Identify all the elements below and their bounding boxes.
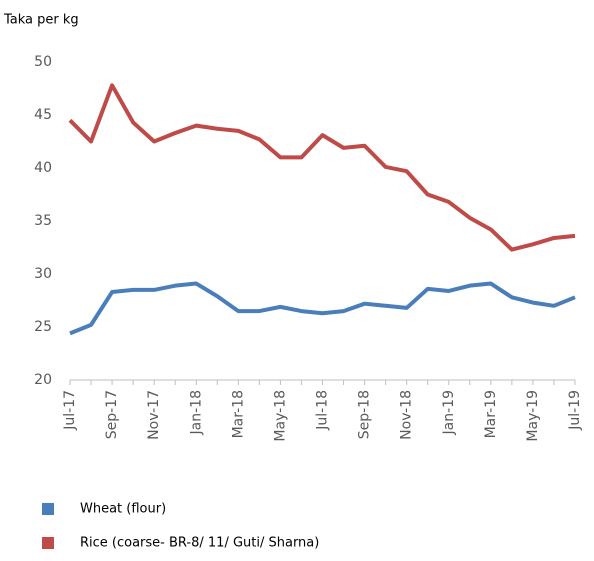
series-line: [69, 281, 576, 336]
legend-label: Rice (coarse- BR-8/ 11/ Guti/ Sharna): [80, 536, 319, 551]
x-tick-label: Mar-19: [483, 390, 499, 438]
x-tick-label: Jul-19: [567, 390, 583, 431]
y-tick-label: 45: [34, 107, 52, 123]
y-axis-label: Taka per kg: [3, 13, 79, 28]
y-tick-label: 40: [34, 160, 52, 176]
legend-label: Wheat (flour): [80, 502, 166, 517]
y-tick-label: 35: [34, 213, 52, 229]
x-tick-label: Sep-18: [357, 390, 373, 439]
legend-swatch: [42, 537, 54, 549]
x-tick-label: May-19: [525, 390, 541, 442]
legend-swatch: [42, 503, 54, 515]
y-tick-label: 25: [34, 319, 52, 335]
y-tick-label: 20: [34, 372, 52, 388]
x-tick-label: Jan-18: [188, 390, 204, 435]
x-tick-label: Jan-19: [441, 390, 457, 435]
y-tick-label: 50: [34, 54, 52, 70]
x-tick-label: May-18: [272, 390, 288, 442]
x-tick-label: Jul-17: [62, 390, 78, 431]
x-tick-label: Nov-18: [399, 390, 415, 440]
x-tick-label: Nov-17: [146, 390, 162, 440]
x-tick-label: Mar-18: [230, 390, 246, 438]
x-tick-label: Sep-17: [104, 390, 120, 439]
y-tick-label: 30: [34, 266, 52, 282]
x-tick-label: Jul-18: [315, 390, 331, 431]
series-line: [68, 83, 576, 252]
